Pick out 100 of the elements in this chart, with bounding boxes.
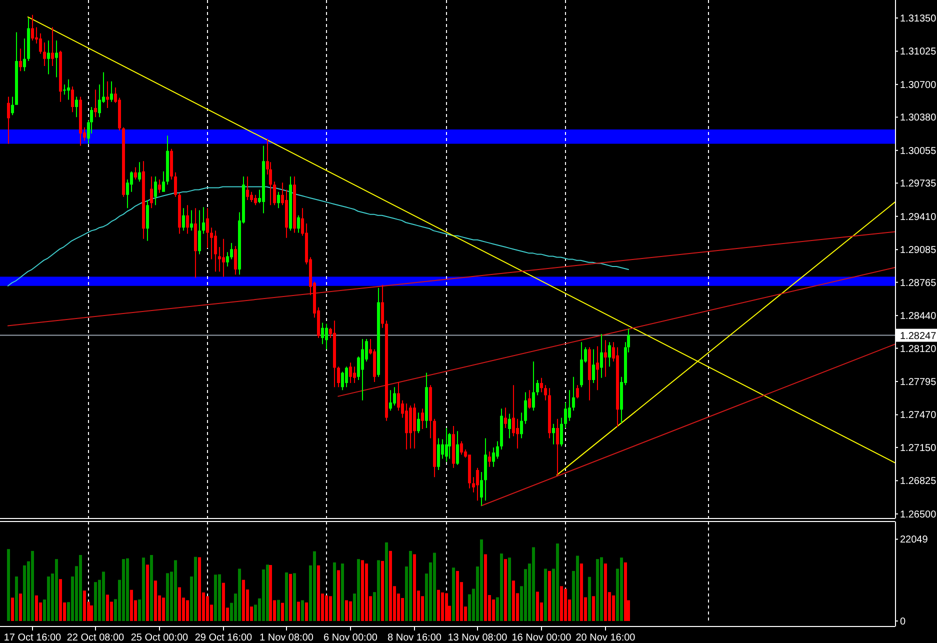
bar xyxy=(47,576,50,621)
y-tick-label: 1.26500 xyxy=(900,509,937,520)
x-tick-label: 20 Nov 16:00 xyxy=(576,632,636,643)
bar xyxy=(7,549,10,621)
bar xyxy=(178,587,181,621)
bar xyxy=(313,551,316,621)
y-tick-label: 1.29085 xyxy=(900,245,937,256)
bar xyxy=(55,559,58,621)
bar xyxy=(556,544,559,621)
bar xyxy=(389,550,392,621)
bar xyxy=(433,552,436,621)
bar xyxy=(564,588,567,621)
bar xyxy=(305,602,308,621)
y-tick-label: 0 xyxy=(900,616,906,628)
bar xyxy=(600,557,603,621)
bar xyxy=(413,554,416,621)
bar xyxy=(281,602,284,621)
x-tick-label: 16 Nov 00:00 xyxy=(512,632,572,643)
bar xyxy=(349,601,352,621)
bar xyxy=(504,559,507,621)
bar xyxy=(409,550,412,621)
bar xyxy=(576,556,579,621)
x-tick-label: 22 Oct 08:00 xyxy=(66,632,125,643)
bar xyxy=(445,593,448,621)
bar xyxy=(345,600,348,621)
x-tick-label: 1 Nov 08:00 xyxy=(260,632,314,643)
bar xyxy=(222,582,225,621)
x-tick-label: 25 Oct 00:00 xyxy=(130,632,189,643)
y-tick-label: 1.26825 xyxy=(900,476,937,488)
bar xyxy=(452,568,455,621)
bar xyxy=(548,570,551,621)
bar xyxy=(142,558,145,621)
y-tick-label: 1.28120 xyxy=(900,344,937,355)
bar xyxy=(59,579,62,621)
bar xyxy=(588,576,591,621)
bar xyxy=(341,564,344,621)
bar xyxy=(174,560,177,621)
y-tick-label: 1.29735 xyxy=(900,178,937,190)
bar xyxy=(150,555,153,621)
bar xyxy=(146,564,149,621)
bar xyxy=(560,586,563,621)
x-tick-label: 13 Nov 08:00 xyxy=(448,632,508,643)
bar xyxy=(612,595,615,621)
bar xyxy=(596,559,599,621)
bar xyxy=(317,565,320,621)
x-tick-label: 17 Oct 16:00 xyxy=(4,632,62,643)
y-tick-label: 1.27795 xyxy=(900,376,937,388)
candlestick xyxy=(106,81,109,108)
y-tick-label: 1.28765 xyxy=(900,278,937,289)
bar xyxy=(357,559,360,621)
y-tick-label: 1.30055 xyxy=(900,146,937,157)
bar xyxy=(480,539,483,621)
bar xyxy=(266,564,269,621)
bar xyxy=(437,590,440,621)
bar xyxy=(484,554,487,621)
bar xyxy=(122,559,125,621)
bar xyxy=(544,568,547,621)
bar xyxy=(166,573,169,621)
y-tick-label: 1.27150 xyxy=(900,442,937,454)
bar xyxy=(301,600,304,621)
x-tick-label: 8 Nov 16:00 xyxy=(388,632,442,643)
bar xyxy=(238,568,241,621)
bar xyxy=(580,564,583,621)
bar xyxy=(242,580,245,621)
bar xyxy=(620,558,623,621)
bar xyxy=(624,562,627,621)
y-tick-label: 1.31025 xyxy=(900,46,937,58)
bar xyxy=(361,560,364,621)
bar xyxy=(102,572,105,621)
bar xyxy=(456,570,459,621)
bar xyxy=(285,572,288,621)
bar xyxy=(532,547,535,621)
bar xyxy=(31,550,34,621)
y-tick-label: 1.30380 xyxy=(900,112,937,124)
bar xyxy=(337,570,340,621)
bar xyxy=(325,595,328,621)
candlestick xyxy=(55,40,58,78)
bar xyxy=(329,596,332,621)
candlestick xyxy=(604,340,607,377)
bar xyxy=(218,574,221,621)
bar xyxy=(198,557,201,621)
bar xyxy=(19,594,22,621)
x-tick-label: 29 Oct 16:00 xyxy=(194,632,253,643)
bar xyxy=(130,590,133,621)
bar xyxy=(90,605,93,621)
bar xyxy=(269,565,272,621)
bar xyxy=(94,582,97,621)
line-series xyxy=(7,186,629,286)
bar xyxy=(441,592,444,621)
bar xyxy=(333,562,336,621)
bar xyxy=(512,580,515,621)
y-tick-label: 1.30700 xyxy=(900,80,937,91)
bar xyxy=(492,599,495,621)
bar xyxy=(500,554,503,621)
ref-line-label: 1.28247 xyxy=(900,330,937,342)
bar xyxy=(106,594,109,621)
bar xyxy=(604,564,607,621)
y-tick-label: 1.31350 xyxy=(900,13,937,24)
bar xyxy=(35,595,38,621)
bar xyxy=(206,596,209,621)
